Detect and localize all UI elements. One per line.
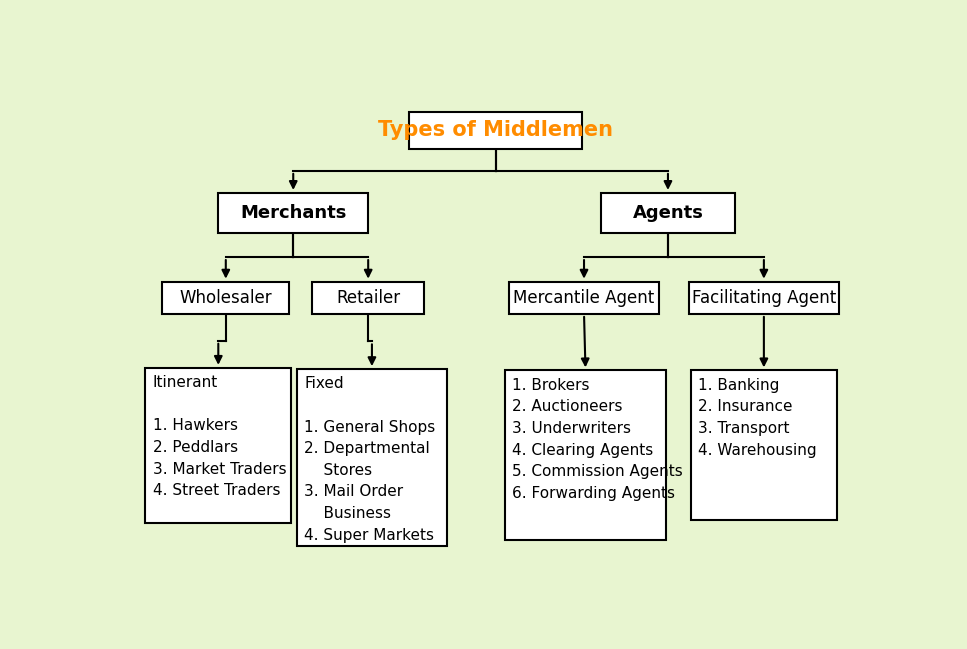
FancyBboxPatch shape [145, 368, 291, 522]
Text: Agents: Agents [632, 204, 703, 222]
Text: Fixed

1. General Shops
2. Departmental
    Stores
3. Mail Order
    Business
4.: Fixed 1. General Shops 2. Departmental S… [305, 376, 436, 543]
FancyBboxPatch shape [505, 370, 666, 540]
FancyBboxPatch shape [409, 112, 582, 149]
FancyBboxPatch shape [162, 282, 289, 314]
FancyBboxPatch shape [689, 282, 838, 314]
FancyBboxPatch shape [312, 282, 425, 314]
FancyBboxPatch shape [690, 370, 837, 520]
FancyBboxPatch shape [297, 369, 447, 546]
Text: 1. Brokers
2. Auctioneers
3. Underwriters
4. Clearing Agents
5. Commission Agent: 1. Brokers 2. Auctioneers 3. Underwriter… [513, 378, 684, 501]
FancyBboxPatch shape [601, 193, 736, 233]
Text: Types of Middlemen: Types of Middlemen [378, 120, 613, 140]
Text: Merchants: Merchants [240, 204, 346, 222]
FancyBboxPatch shape [219, 193, 368, 233]
Text: Facilitating Agent: Facilitating Agent [691, 289, 836, 307]
Text: Itinerant

1. Hawkers
2. Peddlars
3. Market Traders
4. Street Traders: Itinerant 1. Hawkers 2. Peddlars 3. Mark… [153, 375, 286, 498]
Text: Retailer: Retailer [337, 289, 400, 307]
Text: Wholesaler: Wholesaler [180, 289, 272, 307]
Text: Mercantile Agent: Mercantile Agent [513, 289, 655, 307]
FancyBboxPatch shape [509, 282, 659, 314]
Text: 1. Banking
2. Insurance
3. Transport
4. Warehousing: 1. Banking 2. Insurance 3. Transport 4. … [698, 378, 817, 458]
